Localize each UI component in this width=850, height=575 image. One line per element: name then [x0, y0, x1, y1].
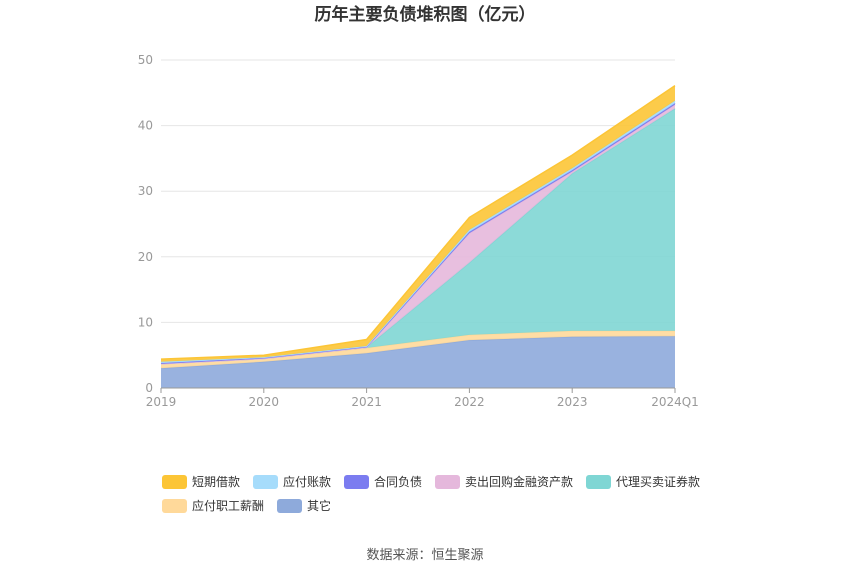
legend-swatch [162, 475, 187, 489]
legend-swatch [586, 475, 611, 489]
legend-label: 其它 [307, 498, 331, 513]
x-tick-label: 2024Q1 [651, 395, 699, 409]
y-tick-label: 0 [145, 381, 153, 395]
x-tick-label: 2020 [249, 395, 280, 409]
x-tick-label: 2023 [557, 395, 588, 409]
area-edge-短期借款 [160, 84, 676, 360]
legend-swatch [253, 475, 278, 489]
legend-label: 短期借款 [192, 475, 240, 489]
legend-swatch [277, 499, 302, 513]
legend-label: 代理买卖证券款 [616, 474, 700, 489]
y-tick-label: 50 [138, 53, 153, 67]
area-代理买卖证券款 [161, 108, 675, 364]
y-tick-label: 10 [138, 315, 153, 329]
legend-swatch [344, 475, 369, 489]
legend-label: 应付职工薪酬 [192, 498, 264, 513]
legend-swatch [162, 499, 187, 513]
area-其它 [161, 336, 675, 388]
area-series-group [160, 84, 676, 388]
y-tick-label: 30 [138, 184, 153, 198]
x-tick-label: 2019 [146, 395, 177, 409]
legend-label: 卖出回购金融资产款 [465, 474, 573, 489]
x-tick-label: 2022 [454, 395, 485, 409]
legend-label: 合同负债 [374, 474, 422, 489]
data-source-note: 数据来源：恒生聚源 [366, 548, 483, 563]
legend-label: 应付账款 [283, 474, 331, 489]
y-tick-label: 40 [138, 119, 153, 133]
area-应付职工薪酬 [161, 330, 675, 369]
legend-swatch [435, 475, 460, 489]
y-tick-label: 20 [138, 250, 153, 264]
x-tick-label: 2021 [351, 395, 382, 409]
chart-title: 历年主要负债堆积图（亿元） [315, 4, 536, 25]
axes-group: 0 10 20 30 40 50 2019 2020 2021 2022 2023 2024Q1 [138, 53, 699, 409]
